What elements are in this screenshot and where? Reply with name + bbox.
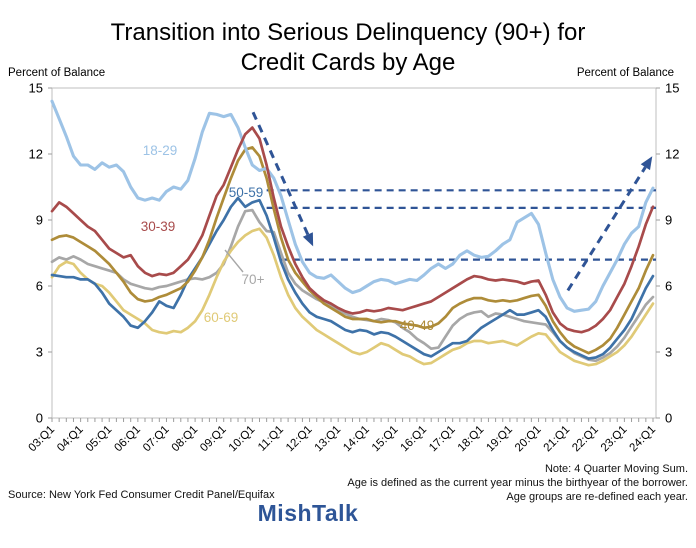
series-line-60-69 [50, 227, 655, 367]
x-tick-label: 23:Q1 [599, 424, 630, 455]
y-tick-label-left: 6 [36, 279, 43, 294]
y-tick-label-left: 3 [36, 345, 43, 360]
x-tick-label: 07:Q1 [141, 424, 172, 455]
x-tick-label: 14:Q1 [341, 424, 372, 455]
plot-frame [51, 87, 657, 419]
y-tick-label-left: 12 [29, 147, 43, 162]
note-line2: Age is defined as the current year minus… [347, 477, 688, 489]
y-tick-label-right: 0 [665, 411, 672, 426]
x-tick-label: 06:Q1 [112, 424, 143, 455]
line-chart: 0 0 3 3 6 6 9 9 12 12 15 15 03:Q104:Q105:Q106:Q107:Q… [26, 81, 679, 455]
y-tick-label-left: 9 [36, 213, 43, 228]
series-line-30-39 [50, 126, 655, 334]
x-tick-label: 10:Q1 [227, 424, 258, 455]
y-tick-label-right: 9 [665, 213, 672, 228]
note-line3: Age groups are re-defined each year. [506, 491, 688, 503]
x-tick-label: 03:Q1 [26, 424, 57, 455]
x-tick-label: 11:Q1 [256, 424, 286, 454]
trend-arrow-up [566, 166, 647, 292]
series-label-40-49: 40-49 [400, 318, 435, 333]
x-tick-label: 17:Q1 [427, 424, 458, 455]
chart-title: Transition into Serious Delinquency (90+… [0, 18, 696, 78]
chart-title-line2: Credit Cards by Age [240, 49, 456, 76]
series-line-40-49 [50, 146, 655, 355]
series-line-50-59 [50, 196, 655, 360]
right-axis-unit-label: Percent of Balance [576, 67, 674, 79]
x-tick-label: 20:Q1 [513, 424, 544, 455]
y-tick-label-right: 6 [665, 279, 672, 294]
series-label-30-39: 30-39 [141, 219, 176, 234]
x-tick-label: 04:Q1 [55, 424, 86, 455]
x-tick-label: 24:Q1 [627, 424, 658, 455]
x-tick-label: 19:Q1 [484, 424, 515, 455]
series-line-18-29 [50, 99, 655, 313]
y-tick-label-left: 15 [29, 81, 43, 96]
trend-arrowhead-down [302, 232, 314, 247]
chart-notes: Note: 4 Quarter Moving Sum. Age is defin… [347, 462, 688, 504]
x-tick-label: 13:Q1 [313, 424, 344, 455]
y-tick-label-right: 15 [665, 81, 679, 96]
x-tick-label: 08:Q1 [170, 424, 201, 455]
x-tick-label: 22:Q1 [570, 424, 601, 455]
series-label-18-29: 18-29 [143, 143, 178, 158]
left-axis-unit-label: Percent of Balance [8, 67, 106, 79]
x-tick-label: 21:Q1 [542, 424, 573, 455]
x-tick-label: 09:Q1 [198, 424, 229, 455]
y-tick-label-right: 12 [665, 147, 679, 162]
x-tick-label: 15:Q1 [370, 424, 401, 455]
x-tick-label: 12:Q1 [284, 424, 315, 455]
trend-arrow-down [251, 111, 310, 236]
note-line1: Note: 4 Quarter Moving Sum. [544, 463, 688, 475]
y-tick-label-right: 3 [665, 345, 672, 360]
source-text: Source: New York Fed Consumer Credit Pan… [8, 489, 275, 501]
x-tick-label: 16:Q1 [399, 424, 430, 455]
y-tick-label-left: 0 [36, 411, 43, 426]
x-tick-label: 05:Q1 [84, 424, 115, 455]
leader-line-70plus [224, 249, 244, 273]
series-label-70+: 70+ [242, 272, 265, 287]
series-label-50-59: 50-59 [229, 185, 264, 200]
series-label-60-69: 60-69 [204, 310, 239, 325]
chart-title-line1: Transition into Serious Delinquency (90+… [110, 19, 586, 46]
x-tick-label: 18:Q1 [456, 424, 487, 455]
mishtalk-watermark: MishTalk [257, 500, 359, 526]
trend-arrowhead-up [640, 156, 653, 171]
